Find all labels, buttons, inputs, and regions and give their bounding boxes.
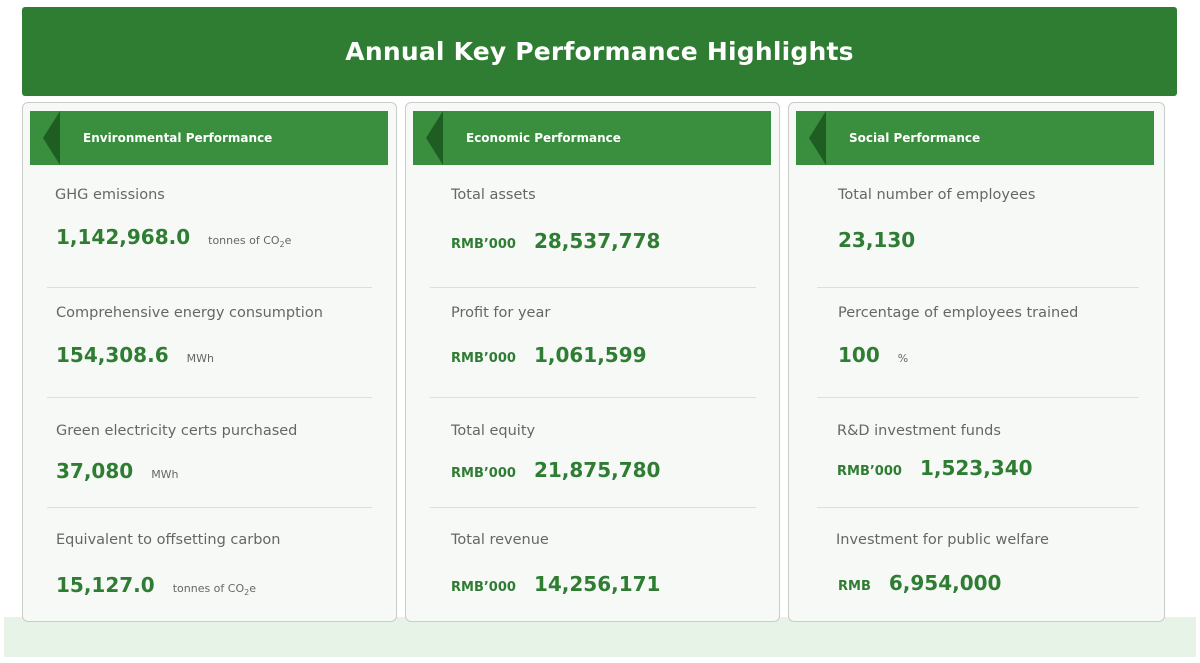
currency-prefix: RMB [838,579,871,594]
metric-value: 1,061,599 [533,343,647,367]
chevron-left-icon [809,111,826,165]
metric-unit: MWh [186,352,214,365]
metric-label: Total revenue [451,532,549,548]
panel-header: Environmental Performance [30,111,388,165]
footer-band [4,617,1196,657]
currency-prefix: RMB’000 [451,466,516,481]
metric-row: 154,308.6 MWh [56,343,214,367]
metric-row: RMB’000 1,061,599 [451,343,647,367]
divider [430,397,756,398]
metric-label: Equivalent to offsetting carbon [56,532,281,548]
metric-value: 37,080 [56,459,134,483]
metric-row: 1,142,968.0 tonnes of CO2e [56,225,291,249]
metric-row: RMB’000 21,875,780 [451,458,660,482]
currency-prefix: RMB’000 [451,580,516,595]
metric-row: 15,127.0 tonnes of CO2e [56,573,256,597]
divider [47,397,372,398]
environmental-panel: Environmental Performance GHG emissions … [22,102,397,622]
metric-row: RMB’000 14,256,171 [451,572,660,596]
panel-header: Economic Performance [413,111,771,165]
metric-unit: % [897,352,909,365]
divider [817,287,1139,288]
panel-title: Social Performance [849,131,981,145]
metric-label: Green electricity certs purchased [56,423,298,439]
metric-value: 28,537,778 [533,229,661,253]
currency-prefix: RMB’000 [837,464,902,479]
metric-value: 1,523,340 [919,456,1033,480]
metric-label: Percentage of employees trained [838,305,1079,321]
metric-unit: tonnes of CO2e [172,582,256,598]
metric-value: 23,130 [838,228,916,252]
metric-label: Comprehensive energy consumption [56,305,323,321]
panel-title: Economic Performance [466,131,621,145]
metric-row: RMB 6,954,000 [838,571,1001,595]
metric-label: R&D investment funds [837,423,1001,439]
metric-label: Total number of employees [838,187,1036,203]
divider [817,397,1139,398]
metric-value: 21,875,780 [533,458,661,482]
metric-row: RMB’000 28,537,778 [451,229,660,253]
metric-label: GHG emissions [55,187,165,203]
metric-label: Profit for year [451,305,551,321]
panel-header: Social Performance [796,111,1154,165]
divider [47,507,372,508]
metric-label: Investment for public welfare [836,532,1049,548]
metric-row: 100 % [838,343,908,367]
metric-row: 37,080 MWh [56,459,179,483]
metric-row: 23,130 [838,228,915,252]
divider [430,507,756,508]
social-panel: Social Performance Total number of emplo… [788,102,1165,622]
divider [47,287,372,288]
metric-label: Total assets [451,187,536,203]
metric-value: 154,308.6 [56,343,169,367]
metric-label: Total equity [451,423,536,439]
currency-prefix: RMB’000 [451,237,516,252]
metric-value: 100 [838,343,880,367]
chevron-left-icon [43,111,60,165]
divider [430,287,756,288]
currency-prefix: RMB’000 [451,351,516,366]
metric-unit: tonnes of CO2e [208,234,292,250]
economic-panel: Economic Performance Total assets RMB’00… [405,102,780,622]
metric-value: 6,954,000 [888,571,1002,595]
panel-title: Environmental Performance [83,131,273,145]
metric-value: 14,256,171 [533,572,661,596]
metric-row: RMB’000 1,523,340 [837,456,1033,480]
metric-value: 1,142,968.0 [56,225,191,249]
chevron-left-icon [426,111,443,165]
metric-value: 15,127.0 [56,573,155,597]
divider [817,507,1139,508]
page-title: Annual Key Performance Highlights [345,37,854,66]
metric-unit: MWh [151,468,179,481]
title-banner: Annual Key Performance Highlights [22,7,1177,96]
